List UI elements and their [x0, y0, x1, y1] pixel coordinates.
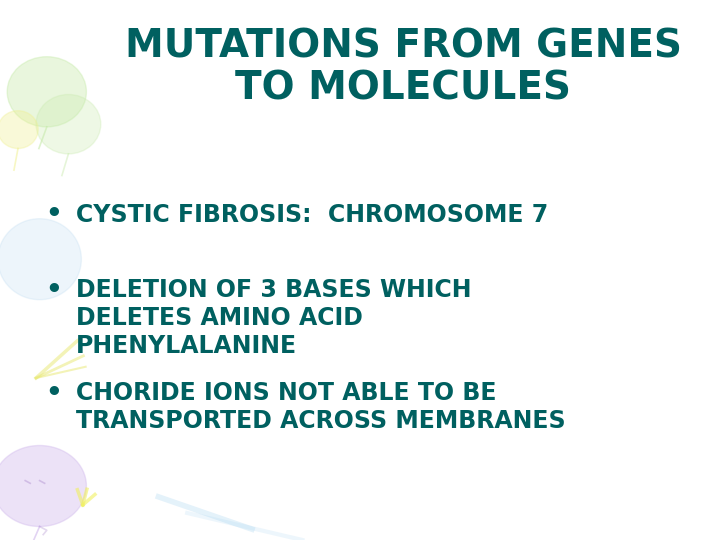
- Ellipse shape: [0, 219, 81, 300]
- Ellipse shape: [36, 94, 101, 154]
- Ellipse shape: [0, 111, 38, 148]
- Text: •: •: [45, 202, 63, 228]
- Text: CYSTIC FIBROSIS:  CHROMOSOME 7: CYSTIC FIBROSIS: CHROMOSOME 7: [76, 202, 548, 226]
- Text: CHORIDE IONS NOT ABLE TO BE
TRANSPORTED ACROSS MEMBRANES: CHORIDE IONS NOT ABLE TO BE TRANSPORTED …: [76, 381, 565, 433]
- Text: •: •: [45, 278, 63, 304]
- Text: •: •: [45, 381, 63, 407]
- Ellipse shape: [7, 57, 86, 127]
- Text: MUTATIONS FROM GENES
TO MOLECULES: MUTATIONS FROM GENES TO MOLECULES: [125, 27, 682, 107]
- Text: DELETION OF 3 BASES WHICH
DELETES AMINO ACID
PHENYLALANINE: DELETION OF 3 BASES WHICH DELETES AMINO …: [76, 278, 471, 357]
- Ellipse shape: [0, 446, 86, 526]
